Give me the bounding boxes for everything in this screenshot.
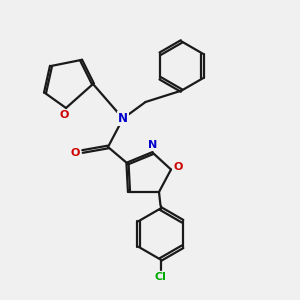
Text: O: O: [174, 161, 183, 172]
Text: N: N: [148, 140, 158, 151]
Text: N: N: [118, 112, 128, 125]
Text: Cl: Cl: [154, 272, 166, 283]
Text: O: O: [60, 110, 69, 121]
Text: O: O: [71, 148, 80, 158]
